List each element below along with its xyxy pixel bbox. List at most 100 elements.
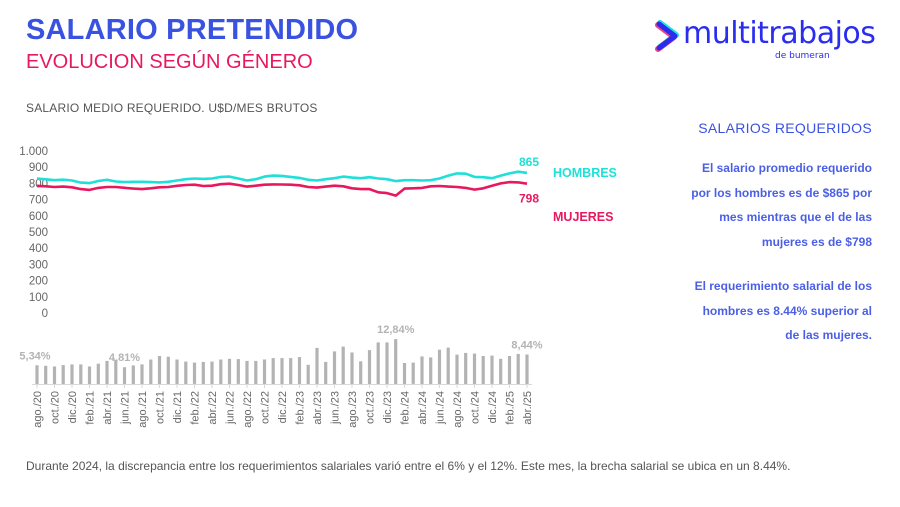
x-tick-label: dic./21: [172, 391, 184, 423]
gap-bar: [70, 364, 74, 384]
gap-bar: [472, 353, 477, 384]
gap-bar: [324, 361, 328, 384]
page-subtitle: EVOLUCION SEGÚN GÉNERO: [26, 51, 313, 73]
y-tick-label: 100: [29, 292, 48, 304]
gap-bar: [87, 366, 92, 384]
gap-bar: [289, 358, 293, 384]
series-end-label: 798: [519, 192, 539, 206]
x-tick-label: jun./22: [225, 391, 237, 425]
legend-mujeres: MUJERES: [553, 210, 613, 224]
x-tick-label: feb./24: [400, 391, 412, 425]
x-tick-label: ago./22: [242, 391, 254, 428]
gap-bar: [79, 364, 83, 384]
gap-bar: [402, 363, 407, 384]
x-tick-label: abr./25: [522, 391, 534, 425]
x-tick-label: abr./23: [312, 391, 324, 425]
gap-bar: [44, 365, 48, 384]
side-line: hombres es 8.44% superior al: [702, 303, 872, 318]
side-line: El salario promedio requerido: [701, 161, 872, 175]
gap-bar: [105, 360, 109, 384]
x-tick-label: oct./24: [470, 391, 482, 424]
x-tick-label: jun./21: [120, 391, 132, 425]
gap-bar: [271, 358, 275, 384]
line-series: 865 HOMBRES 798 MUJERES: [36, 155, 617, 224]
gap-bar: [227, 358, 232, 384]
x-tick-label: oct./22: [260, 391, 272, 424]
x-tick-label: ago./23: [347, 391, 359, 428]
y-tick-label: 700: [29, 195, 48, 207]
y-tick-label: 600: [29, 211, 48, 223]
gap-bars: 5,34% 4,81% 12,84% 8,44%: [19, 324, 543, 385]
x-tick-label: feb./21: [85, 391, 97, 425]
x-tick-label: dic./24: [487, 391, 499, 423]
multitrabajos-logo: multitrabajos de bumeran: [655, 16, 895, 66]
page-title: SALARIO PRETENDIDO: [26, 14, 359, 46]
side-paragraph-1: El salario promedio requerido por los ho…: [652, 156, 872, 254]
gap-bar: [367, 350, 372, 384]
gap-bar: [376, 342, 380, 384]
gap-bar: [499, 358, 503, 384]
series-end-label: 865: [519, 155, 539, 169]
x-tick-label: abr./21: [102, 391, 114, 425]
x-tick-label: jun./23: [330, 391, 342, 425]
chart-caption: SALARIO MEDIO REQUERIDO. U$D/MES BRUTOS: [26, 101, 318, 115]
x-tick-label: dic./23: [382, 391, 394, 423]
series-line-mujeres: [36, 180, 528, 197]
gap-bar: [332, 351, 337, 384]
bar-annotation: 12,84%: [377, 324, 415, 336]
gap-bar: [420, 356, 424, 385]
side-panel: SALARIOS REQUERIDOS El salario promedio …: [652, 120, 872, 348]
side-line: mes mientras que el de las: [719, 210, 872, 224]
y-tick-label: 1.000: [19, 146, 48, 158]
gap-bar: [114, 359, 118, 385]
gap-bar: [175, 359, 179, 384]
bar-annotation: 8,44%: [511, 339, 542, 351]
x-tick-label: oct./23: [365, 391, 377, 424]
gap-bar: [184, 361, 188, 384]
side-line: por los hombres es de $865 por: [691, 185, 872, 200]
gap-bar: [166, 356, 170, 384]
x-tick-label: oct./20: [50, 391, 62, 424]
y-tick-label: 300: [29, 259, 48, 271]
gap-bar: [297, 357, 302, 384]
gap-bar: [61, 365, 65, 384]
y-tick-label: 0: [42, 308, 48, 320]
y-tick-label: 400: [29, 243, 48, 255]
gap-bar: [201, 361, 205, 384]
gap-bar: [280, 358, 284, 384]
x-tick-label: ago./21: [137, 391, 149, 428]
x-tick-label: oct./21: [155, 391, 167, 424]
gap-bar: [481, 356, 485, 384]
gap-bar: [192, 362, 197, 384]
gap-bar: [429, 357, 433, 384]
gap-bar: [306, 364, 310, 385]
x-tick-label: ago./24: [452, 391, 464, 428]
side-line: de las mujeres.: [785, 328, 872, 342]
x-tick-label: abr./22: [207, 391, 219, 425]
gap-bar: [157, 356, 162, 384]
gap-bar: [437, 349, 442, 384]
logo-tagline: de bumeran: [775, 51, 830, 61]
gap-bar: [385, 342, 389, 384]
gap-bar: [359, 361, 363, 385]
gap-bar: [35, 365, 39, 384]
x-axis-ticks: ago./20 oct./20 dic./20 feb./21 abr./21 jun./…: [32, 385, 534, 428]
x-tick-label: jun./24: [435, 391, 447, 425]
gap-bar: [140, 364, 144, 384]
x-tick-label: abr./24: [417, 391, 429, 425]
gap-bar: [516, 353, 520, 384]
side-line: El requerimiento salarial de los: [694, 279, 872, 293]
gap-bar: [122, 367, 127, 384]
gap-bar: [394, 339, 398, 384]
gap-bar: [315, 347, 319, 384]
series-line-hombres: [36, 170, 528, 185]
bar-annotation: 4,81%: [109, 352, 140, 364]
gap-bar: [254, 360, 258, 384]
y-tick-label: 900: [29, 162, 48, 174]
legend-hombres: HOMBRES: [553, 166, 617, 180]
y-tick-label: 200: [29, 276, 48, 288]
x-tick-label: dic./20: [67, 391, 79, 423]
x-tick-label: feb./23: [295, 391, 307, 425]
